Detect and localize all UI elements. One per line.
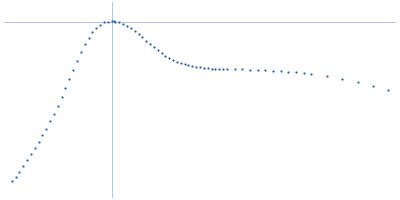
Point	[204, 67, 211, 70]
Point	[162, 54, 169, 57]
Point	[197, 66, 203, 69]
Point	[147, 42, 153, 46]
Point	[128, 27, 134, 30]
Point	[28, 153, 34, 156]
Point	[178, 62, 184, 65]
Point	[262, 69, 268, 72]
Point	[47, 120, 53, 123]
Point	[254, 68, 261, 71]
Point	[151, 46, 157, 49]
Point	[132, 29, 138, 33]
Point	[135, 32, 142, 36]
Point	[170, 58, 176, 62]
Point	[185, 64, 192, 67]
Point	[208, 67, 215, 70]
Point	[78, 50, 84, 53]
Point	[110, 20, 117, 23]
Point	[116, 21, 122, 24]
Point	[231, 68, 238, 71]
Point	[39, 133, 46, 136]
Point	[32, 147, 38, 150]
Point	[120, 22, 126, 25]
Point	[108, 20, 115, 23]
Point	[174, 60, 180, 63]
Point	[51, 112, 57, 115]
Point	[247, 68, 253, 71]
Point	[220, 67, 226, 71]
Point	[224, 67, 230, 71]
Point	[89, 31, 96, 34]
Point	[154, 49, 161, 52]
Point	[339, 77, 345, 80]
Point	[293, 71, 299, 74]
Point	[270, 69, 276, 72]
Point	[354, 81, 361, 84]
Point	[20, 165, 26, 168]
Point	[370, 84, 376, 87]
Point	[278, 69, 284, 73]
Point	[324, 75, 330, 78]
Point	[93, 26, 100, 29]
Point	[201, 66, 207, 69]
Point	[82, 43, 88, 46]
Point	[193, 65, 199, 68]
Point	[216, 67, 222, 71]
Point	[70, 68, 76, 71]
Point	[143, 39, 149, 42]
Point	[74, 59, 80, 62]
Point	[16, 171, 22, 174]
Point	[12, 175, 19, 178]
Point	[97, 23, 103, 26]
Point	[182, 63, 188, 66]
Point	[385, 88, 392, 91]
Point	[55, 104, 61, 108]
Point	[300, 72, 307, 75]
Point	[8, 180, 15, 183]
Point	[158, 52, 165, 55]
Point	[139, 36, 146, 39]
Point	[308, 72, 315, 76]
Point	[112, 20, 119, 23]
Point	[239, 68, 246, 71]
Point	[189, 64, 196, 68]
Point	[58, 95, 65, 99]
Point	[124, 24, 130, 27]
Point	[43, 127, 50, 130]
Point	[212, 67, 218, 70]
Point	[85, 37, 92, 40]
Point	[285, 70, 292, 73]
Point	[66, 77, 72, 80]
Point	[104, 20, 111, 23]
Point	[62, 86, 69, 90]
Point	[35, 141, 42, 144]
Point	[101, 21, 107, 24]
Point	[166, 56, 172, 60]
Point	[24, 159, 30, 162]
